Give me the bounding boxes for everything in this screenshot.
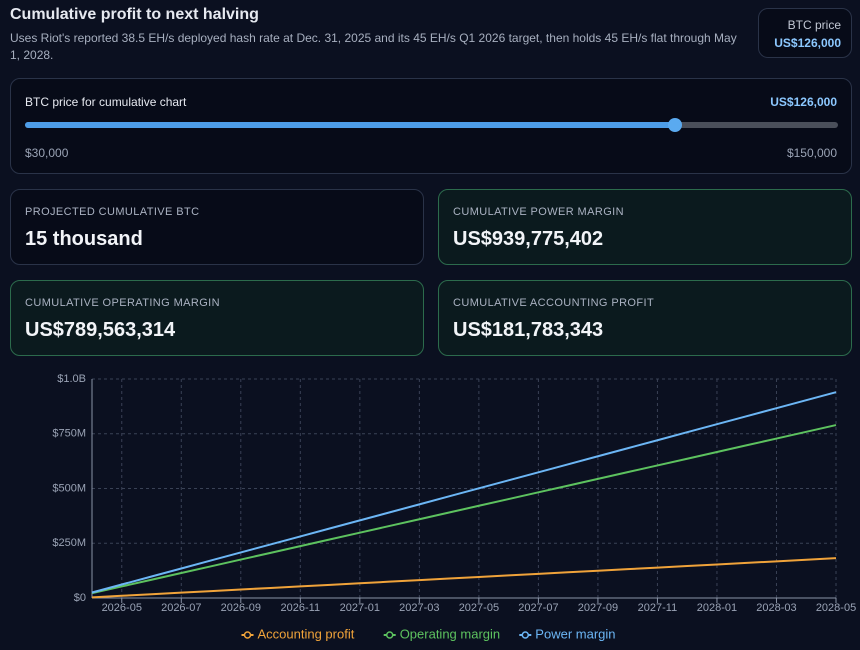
card-value: US$789,563,314 <box>25 319 176 341</box>
line <box>91 391 837 594</box>
legend-label[interactable]: Operating margin <box>400 626 500 641</box>
chart: $0 $250M $500M $750M $1.0B 2026-05 2026-07 2026… <box>52 373 856 642</box>
x-tick-label: 2027-09 <box>578 602 618 614</box>
x-tick-label: 2026-05 <box>102 602 142 614</box>
x-tick-label: 2027-07 <box>518 602 558 614</box>
x-tick-label: 2028-01 <box>697 602 737 614</box>
title: Cumulative profit to next halving <box>10 6 259 23</box>
x-tick-label: 2026-11 <box>281 602 321 614</box>
slider-card: BTC price for cumulative chart US$126,00… <box>10 78 852 174</box>
price-label: BTC price <box>787 18 841 32</box>
y-tick-label: $500M <box>52 482 86 494</box>
price-value: US$126,000 <box>774 36 841 50</box>
line <box>91 424 837 595</box>
slider-max: $150,000 <box>786 146 837 160</box>
legend-icon <box>521 631 530 639</box>
y-tick-label: $0 <box>74 592 86 604</box>
subtitle: Uses Riot's reported 38.5 EH/s deployed … <box>10 31 737 62</box>
card: CUMULATIVE ACCOUNTING PROFIT US$181,783,3… <box>438 280 852 356</box>
x-tick-label: 2028-05 <box>816 602 856 614</box>
x-tick-label: 2027-11 <box>638 602 678 614</box>
legend-icon <box>243 631 252 639</box>
y-tick-label: $750M <box>52 428 86 440</box>
card-value: US$181,783,343 <box>453 319 604 341</box>
card-value: US$939,775,402 <box>453 228 604 250</box>
x-tick-label: 2026-07 <box>161 602 201 614</box>
card-label: CUMULATIVE ACCOUNTING PROFIT <box>453 297 655 309</box>
x-tick-label: 2027-03 <box>399 602 439 614</box>
card-label: PROJECTED CUMULATIVE BTC <box>25 206 200 218</box>
card: CUMULATIVE POWER MARGIN US$939,775,402 <box>438 189 852 265</box>
slider-fill <box>25 122 676 128</box>
slider-min: $30,000 <box>25 146 69 160</box>
slider-value: US$126,000 <box>770 95 837 109</box>
price-box: BTC price US$126,000 <box>758 8 852 58</box>
card-value: 15 thousand <box>25 228 143 250</box>
card: PROJECTED CUMULATIVE BTC 15 thousand <box>10 189 424 265</box>
legend-label[interactable]: Power margin <box>535 626 615 641</box>
x-tick-label: 2027-01 <box>340 602 380 614</box>
line <box>91 557 837 599</box>
legend-icon <box>385 631 394 639</box>
slider-thumb[interactable] <box>668 118 683 132</box>
x-tick-label: 2027-05 <box>459 602 499 614</box>
y-tick-label: $1.0B <box>57 373 86 385</box>
card-label: CUMULATIVE OPERATING MARGIN <box>25 297 220 309</box>
x-tick-label: 2026-09 <box>221 602 261 614</box>
x-tick-label: 2028-03 <box>756 602 796 614</box>
card-label: CUMULATIVE POWER MARGIN <box>453 206 624 218</box>
y-tick-label: $250M <box>52 537 86 549</box>
slider-track[interactable] <box>25 118 838 132</box>
slider-label: BTC price for cumulative chart <box>25 95 187 109</box>
card: CUMULATIVE OPERATING MARGIN US$789,563,31… <box>10 280 424 356</box>
legend-label[interactable]: Accounting profit <box>258 626 355 641</box>
